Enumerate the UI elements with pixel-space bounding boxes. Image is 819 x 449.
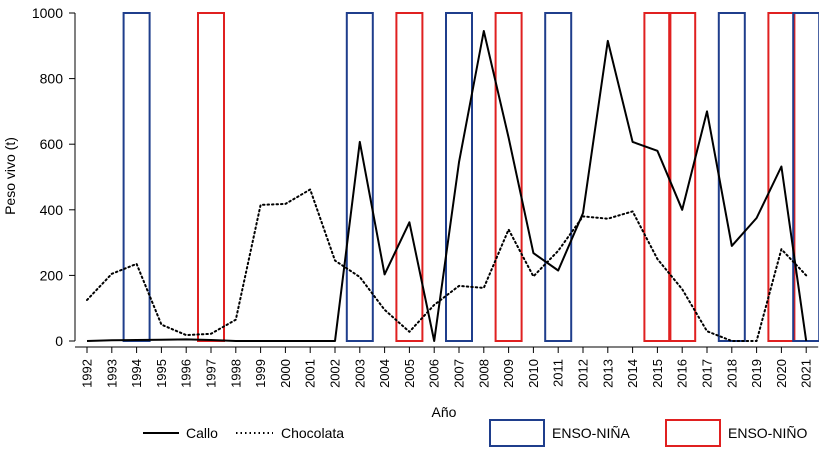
x-tick-label-2017: 2017 — [700, 359, 715, 388]
legend: Callo Chocolata ENSO-NIÑA ENSO-NIÑO — [143, 419, 807, 447]
x-tick-label-1999: 1999 — [253, 359, 268, 388]
x-tick-label-1995: 1995 — [154, 359, 169, 388]
x-tick-label-1997: 1997 — [204, 359, 219, 388]
series-lines — [86, 30, 808, 342]
legend-chocolata-label: Chocolata — [281, 425, 344, 441]
x-tick-label-2015: 2015 — [650, 359, 665, 388]
enso-nina-box-2007 — [445, 12, 473, 342]
enso-nino-box-2020 — [767, 12, 796, 342]
x-tick-label-2002: 2002 — [328, 359, 343, 388]
x-tick-label-1993: 1993 — [104, 359, 119, 388]
enso-nina-box-1994 — [122, 12, 151, 342]
x-tick-label-2007: 2007 — [452, 359, 467, 388]
enso-nino-box-2015 — [643, 12, 672, 342]
x-tick-label-2001: 2001 — [303, 359, 318, 388]
x-tick-label-2000: 2000 — [278, 359, 293, 388]
x-tick-label-1992: 1992 — [80, 359, 95, 388]
enso-nina-box-2003 — [345, 12, 374, 342]
x-tick-label-2019: 2019 — [749, 359, 764, 388]
y-axis-label: Peso vivo (t) — [2, 137, 18, 215]
series-line-chocolata — [86, 188, 808, 342]
x-tick-label-2020: 2020 — [774, 359, 789, 388]
y-tick-label-0: 0 — [55, 333, 63, 349]
x-tick-label-2016: 2016 — [675, 359, 690, 388]
legend-nino-label: ENSO-NIÑO — [728, 425, 807, 441]
x-tick-label-1996: 1996 — [179, 359, 194, 388]
y-tick-label-200: 200 — [40, 267, 64, 283]
tick-labels: 0 200 400 600 800 1000 1992 1993 1994 1995 1996 199… — [32, 5, 814, 388]
enso-nina-box-2021 — [792, 12, 819, 342]
x-tick-label-2004: 2004 — [377, 359, 392, 388]
enso-layer — [122, 12, 819, 342]
x-tick-label-2008: 2008 — [476, 359, 491, 388]
x-tick-label-2021: 2021 — [799, 359, 814, 388]
x-tick-label-2014: 2014 — [625, 359, 640, 388]
x-tick-label-2006: 2006 — [427, 359, 442, 388]
enso-nina-box-2011 — [544, 12, 573, 342]
y-tick-label-400: 400 — [40, 202, 64, 218]
x-tick-label-2005: 2005 — [402, 359, 417, 388]
enso-nino-box-1997 — [197, 12, 225, 342]
x-tick-label-2018: 2018 — [724, 359, 739, 388]
y-tick-label-800: 800 — [40, 71, 64, 87]
y-tick-label-1000: 1000 — [32, 5, 63, 21]
x-tick-label-2009: 2009 — [501, 359, 516, 388]
x-tick-label-2013: 2013 — [600, 359, 615, 388]
enso-nino-box-2009 — [494, 12, 523, 342]
x-tick-label-1994: 1994 — [129, 359, 144, 388]
x-tick-label-1998: 1998 — [228, 359, 243, 388]
x-tick-label-2011: 2011 — [551, 359, 566, 387]
legend-callo-label: Callo — [186, 425, 218, 441]
x-tick-label-2012: 2012 — [576, 359, 591, 388]
y-tick-label-600: 600 — [40, 136, 64, 152]
x-tick-label-2003: 2003 — [352, 359, 367, 388]
x-tick-label-2010: 2010 — [526, 359, 541, 388]
legend-nino-swatch — [665, 419, 721, 447]
axes — [69, 12, 819, 353]
enso-nina-box-2018 — [717, 12, 746, 342]
series-line-callo — [86, 30, 808, 342]
enso-nino-box-2005 — [395, 12, 424, 342]
legend-nina-swatch — [489, 419, 545, 447]
legend-nina-label: ENSO-NIÑA — [552, 425, 630, 441]
x-axis-label: Año — [432, 404, 457, 420]
